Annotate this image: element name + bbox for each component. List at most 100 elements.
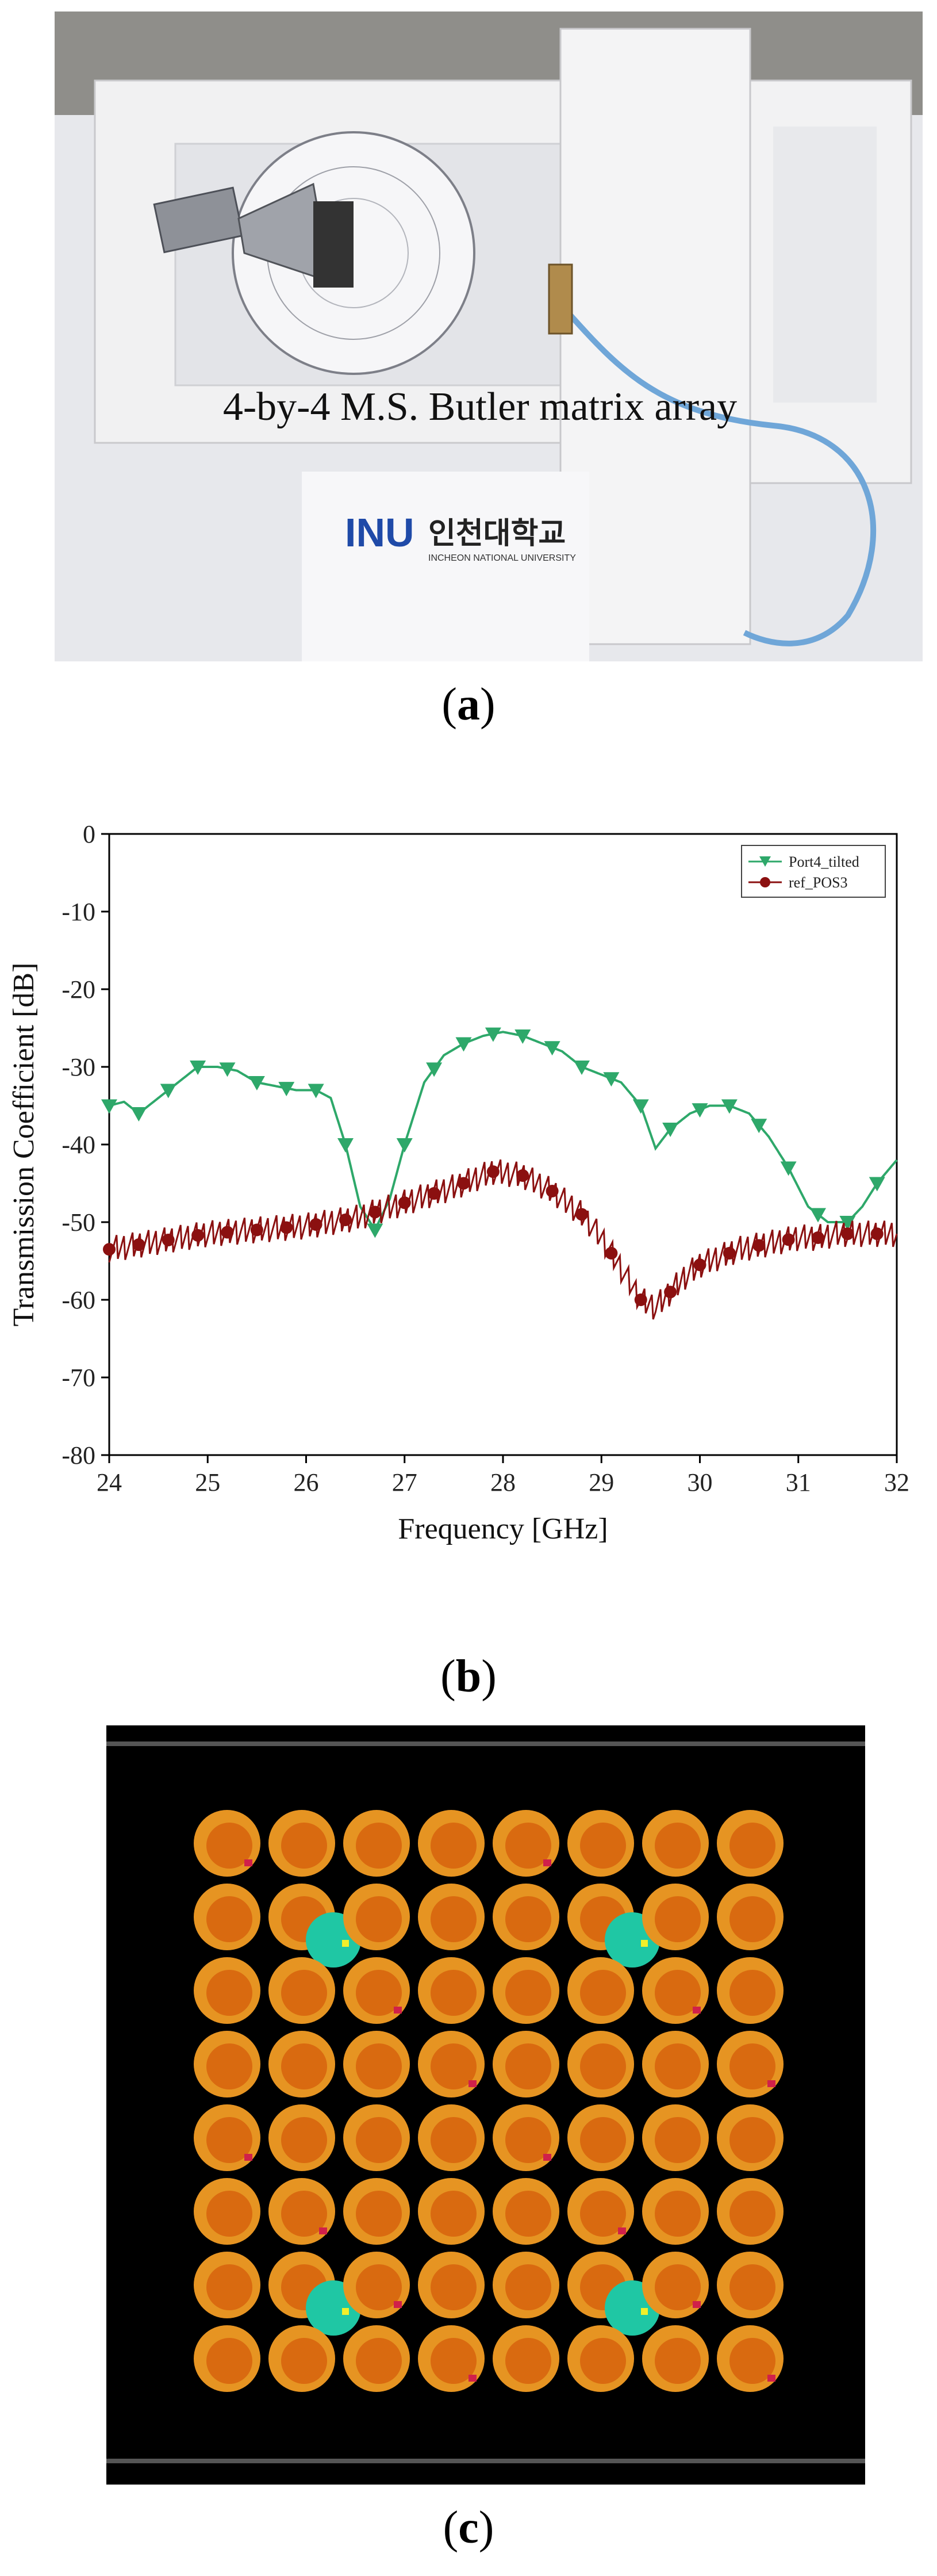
x-tick-label: 28 — [490, 1468, 516, 1496]
array-element — [194, 1957, 260, 2024]
array-element — [493, 2031, 559, 2097]
array-element — [642, 2252, 709, 2318]
series-marker-ref_POS3 — [280, 1221, 293, 1234]
series-marker-ref_POS3 — [486, 1165, 500, 1178]
array-element — [567, 2104, 634, 2171]
array-element — [418, 1884, 485, 1950]
y-axis-label: Transmission Coefficient [dB] — [7, 963, 40, 1327]
logo-mark: INU — [345, 510, 414, 555]
series-marker-ref_POS3 — [634, 1293, 647, 1306]
transmission-chart: 24 25 26 27 28 29 30 31 32 0 -10 -20 -30 -40 -50 -60 -70… — [7, 820, 909, 1545]
array-element — [717, 2031, 784, 2097]
series-marker-ref_POS3 — [368, 1205, 382, 1219]
array-element — [493, 2104, 559, 2171]
array-element — [343, 2252, 410, 2318]
series-marker-Port4_tilted — [721, 1099, 738, 1114]
array-element — [493, 1884, 559, 1950]
connector — [548, 263, 573, 335]
array-element — [194, 1810, 260, 1877]
chart-legend: Port4_tilted ref_POS3 — [741, 845, 886, 898]
array-element — [717, 1810, 784, 1877]
series-marker-Port4_tilted — [130, 1107, 147, 1122]
series-marker-Port4_tilted — [485, 1027, 501, 1042]
series-marker-ref_POS3 — [221, 1226, 234, 1239]
y-tick-label: -50 — [62, 1208, 95, 1237]
series-marker-ref_POS3 — [812, 1231, 824, 1244]
array-element — [717, 1884, 784, 1950]
series-marker-Port4_tilted — [426, 1062, 443, 1077]
measurement-setup-photo: 4-by-4 M.S. Butler matrix array INU 인천대학… — [55, 12, 923, 661]
series-marker-ref_POS3 — [546, 1185, 559, 1197]
series-marker-ref_POS3 — [841, 1227, 854, 1241]
array-element — [642, 2178, 709, 2245]
y-tick-label: -80 — [62, 1441, 95, 1469]
array-element — [343, 1884, 410, 1950]
series-marker-ref_POS3 — [309, 1218, 322, 1231]
array-element — [194, 2325, 260, 2392]
series-marker-ref_POS3 — [339, 1213, 352, 1226]
legend-label: ref_POS3 — [789, 874, 848, 891]
array-element — [642, 2104, 709, 2171]
array-element — [343, 2325, 410, 2392]
logo-english-name: INCHEON NATIONAL UNIVERSITY — [428, 553, 576, 563]
array-element — [418, 1810, 485, 1877]
array-element — [268, 2104, 335, 2171]
y-tick-label: -60 — [62, 1286, 95, 1314]
x-tick-label: 27 — [392, 1468, 417, 1496]
series-marker-ref_POS3 — [428, 1187, 441, 1200]
series-line-Port4_tilted — [109, 1031, 898, 1233]
array-element — [717, 1957, 784, 2024]
array-element — [268, 2178, 335, 2245]
series-marker-ref_POS3 — [693, 1258, 706, 1272]
array-element — [268, 2031, 335, 2097]
series-marker-Port4_tilted — [780, 1161, 797, 1176]
array-element — [268, 1957, 335, 2024]
series-marker-Port4_tilted — [367, 1223, 383, 1238]
y-tick-label: -40 — [62, 1131, 95, 1159]
x-tick-label: 24 — [97, 1468, 122, 1496]
y-tick-label: -70 — [62, 1364, 95, 1392]
array-element — [493, 1957, 559, 2024]
array-element — [343, 2178, 410, 2245]
series-marker-ref_POS3 — [575, 1208, 588, 1221]
array-element — [567, 2031, 634, 2097]
legend-marker — [760, 877, 770, 887]
chart-axes: 24 25 26 27 28 29 30 31 32 0 -10 -20 -30 -40 -50 -60 -70… — [7, 820, 909, 1545]
array-element — [642, 1884, 709, 1950]
series-ref_POS3 — [103, 1159, 898, 1320]
series-marker-ref_POS3 — [605, 1247, 618, 1260]
array-element — [194, 1884, 260, 1950]
series-marker-Port4_tilted — [514, 1029, 531, 1044]
panel-b-label: (b) — [440, 1651, 497, 1702]
array-element — [567, 2178, 634, 2245]
array-element — [418, 2104, 485, 2171]
array-element — [717, 2104, 784, 2171]
array-element — [194, 2031, 260, 2097]
series-marker-Port4_tilted — [751, 1119, 767, 1134]
array-element — [642, 1957, 709, 2024]
series-marker-Port4_tilted — [337, 1138, 354, 1153]
university-logo: INU 인천대학교 INCHEON NATIONAL UNIVERSITY — [345, 510, 576, 563]
series-marker-Port4_tilted — [308, 1084, 324, 1098]
series-marker-Port4_tilted — [190, 1061, 206, 1075]
series-marker-ref_POS3 — [250, 1223, 263, 1237]
legend-label: Port4_tilted — [789, 853, 859, 870]
panel-a-label: (a) — [441, 679, 496, 730]
series-marker-ref_POS3 — [162, 1234, 175, 1247]
x-tick-label: 30 — [688, 1468, 713, 1496]
array-element — [493, 2325, 559, 2392]
series-marker-Port4_tilted — [839, 1216, 856, 1230]
x-tick-label: 25 — [195, 1468, 220, 1496]
array-element — [567, 1810, 634, 1877]
series-marker-Port4_tilted — [160, 1084, 176, 1098]
array-element — [343, 1957, 410, 2024]
array-element — [642, 2031, 709, 2097]
y-tick-label: -20 — [62, 975, 95, 1004]
series-marker-Port4_tilted — [574, 1061, 590, 1075]
array-element — [493, 1810, 559, 1877]
series-marker-ref_POS3 — [664, 1285, 677, 1299]
array-element — [268, 2325, 335, 2392]
array-element — [418, 2252, 485, 2318]
field-distribution-map — [106, 1725, 865, 2485]
array-element — [642, 2325, 709, 2392]
